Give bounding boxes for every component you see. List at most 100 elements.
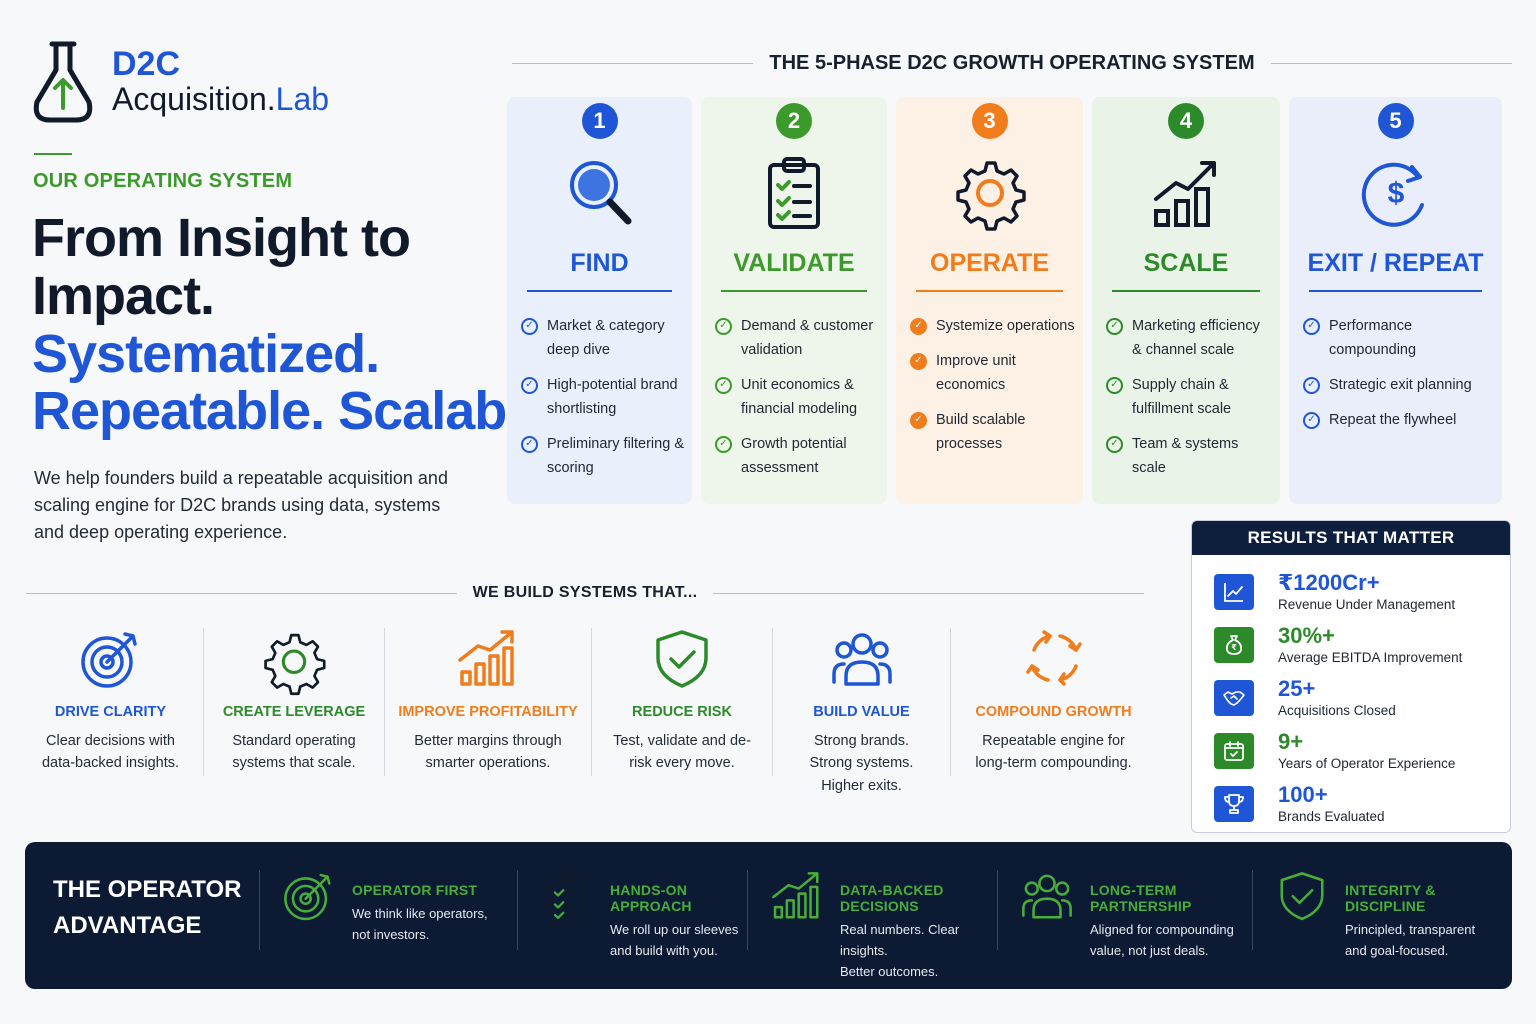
line-chart-icon [1214,573,1254,610]
check-circle-icon: ✓ [715,376,732,394]
check-circle-icon: ✓ [1106,376,1123,394]
advantage-title: THE OPERATOR ADVANTAGE [53,876,242,939]
phase-item: ✓ Preliminary filtering & scoring [521,433,684,481]
phase-item: ✓ Repeat the flywheel [1303,409,1494,433]
svg-text:$: $ [1387,177,1404,210]
advantage-item: INTEGRITY & DISCIPLINE Principled, trans… [1252,870,1507,958]
advantage-item-title: OPERATOR FIRST [352,882,478,898]
build-description: Better margins through smarter operation… [414,733,562,772]
phase-title: SCALE [1143,249,1229,277]
build-drive-clarity: DRIVE CLARITY Clear decisions with data-… [18,628,204,776]
operator-advantage-bar: THE OPERATOR ADVANTAGE OPERATOR FIRST We… [25,842,1512,989]
gear-icon [954,155,1026,231]
intro-paragraph: We help founders build a repeatable acqu… [34,468,448,542]
phases-row: 1 FIND ✓ Market & category deep dive ✓ High-p… [507,97,1502,504]
calendar-icon [1214,732,1254,769]
phase-title: OPERATE [930,249,1049,277]
check-circle-icon: ✓ [521,318,538,335]
dollar-cycle-icon: $ [1360,155,1432,231]
people-icon [830,628,894,688]
check-circle-icon: ✓ [1303,411,1320,429]
build-description: Test, validate and de-risk every move. [613,733,751,772]
flask-arrow-icon [33,41,93,123]
eyebrow-rule [34,153,72,155]
money-bag-icon: ₹ [1214,626,1254,663]
clipboard-check-icon [540,870,594,926]
check-circle-icon: ✓ [910,318,927,335]
target-icon [79,628,143,688]
result-item: ₹1200Cr+ Revenue Under Management [1192,565,1510,618]
check-circle-icon: ✓ [1106,435,1123,453]
result-label: Revenue Under Management [1278,596,1456,612]
phase-items: ✓ Market & category deep dive ✓ High-potent… [521,315,684,492]
svg-text:₹: ₹ [1231,643,1237,652]
check-circle-icon: ✓ [1303,318,1320,335]
build-description: Strong brands. Strong systems. Higher ex… [809,733,914,794]
check-circle-icon: ✓ [910,411,927,429]
check-circle-icon: ✓ [1303,376,1320,394]
shield-check-icon [650,628,714,688]
phase-number-badge: 5 [1377,103,1414,139]
phase-title-rule [1112,290,1260,292]
phases-section-title: THE 5-PHASE D2C GROWTH OPERATING SYSTEM [512,52,1513,75]
gear-icon [262,628,326,696]
phase-item: ✓ Strategic exit planning [1303,374,1494,398]
build-reduce-risk: REDUCE RISK Test, validate and de-risk e… [592,628,773,776]
eyebrow-label: OUR OPERATING SYSTEM [33,170,293,192]
phase-items: ✓ Performance compounding ✓ Strategic exit … [1303,315,1494,444]
build-title: DRIVE CLARITY [54,704,167,720]
result-value: 9+ [1278,729,1304,755]
result-item: ₹ 30%+ Average EBITDA Improvement [1192,618,1510,671]
people-icon [1020,870,1074,922]
cycle-arrows-icon [1022,628,1086,688]
phase-item: ✓ Growth potential assessment [715,433,879,481]
advantage-item-title: DATA-BACKED DECISIONS [840,882,944,914]
advantage-item: LONG-TERM PARTNERSHIP Aligned for compou… [997,870,1252,958]
phase-card-scale: 4 SCALE ✓ Marketing efficiency & channel sc… [1092,97,1280,504]
result-item: 25+ Acquisitions Closed [1192,671,1510,724]
phase-number-badge: 2 [776,103,812,139]
hero-headline: From Insight to Impact. Systematized. Re… [32,208,564,442]
handshake-icon [1214,679,1254,716]
phase-title-rule [721,290,867,292]
build-title: COMPOUND GROWTH [975,704,1132,720]
phase-item: ✓ Supply chain & fulfillment scale [1106,374,1272,422]
build-title: IMPROVE PROFITABILITY [398,704,578,720]
advantage-item-title: INTEGRITY & DISCIPLINE [1345,882,1436,914]
phase-card-validate: 2 VALIDATE ✓ Demand & customer validation ✓ U… [701,97,887,504]
target-icon [282,870,336,922]
phase-card-operate: 3 OPERATE ✓ Systemize operations ✓ Improve un… [896,97,1083,504]
phase-number-badge: 4 [1168,103,1204,139]
phase-item: ✓ Unit economics & financial modeling [715,374,879,422]
results-title: RESULTS THAT MATTER [1192,521,1510,555]
growth-chart-icon [1150,155,1222,231]
result-label: Brands Evaluated [1278,808,1385,824]
phase-title: FIND [570,249,629,277]
phase-item: ✓ High-potential brand shortlisting [521,374,684,422]
advantage-item: HANDS-ON APPROACH We roll up our sleeves… [517,870,747,958]
build-title: REDUCE RISK [632,704,732,720]
phase-card-find: 1 FIND ✓ Market & category deep dive ✓ High-p… [507,97,692,504]
phase-item: ✓ Marketing efficiency & channel scale [1106,315,1272,363]
bar-growth-icon [456,628,520,688]
build-title: BUILD VALUE [813,704,910,720]
advantage-item-title: LONG-TERM PARTNERSHIP [1090,882,1192,914]
phase-item: ✓ Demand & customer validation [715,315,879,363]
phase-card-exit-repeat: 5 $ EXIT / REPEAT ✓ Performance compounding ✓… [1289,97,1502,504]
phase-number-badge: 3 [971,103,1008,139]
phase-items: ✓ Marketing efficiency & channel scale ✓ Su… [1106,315,1272,492]
brand-name-line1: D2C [112,45,181,84]
advantage-item-desc: We roll up our sleeves and build with you… [610,922,739,958]
brand-name-line2: Acquisition.Lab [112,81,330,118]
result-value: ₹1200Cr+ [1278,570,1380,596]
check-circle-icon: ✓ [1106,318,1123,335]
check-circle-icon: ✓ [715,318,732,335]
build-title: CREATE LEVERAGE [222,704,366,720]
shield-check-icon [1275,870,1329,922]
result-label: Years of Operator Experience [1278,755,1456,771]
phase-title-rule [1309,290,1482,292]
advantage-items: OPERATOR FIRST We think like operators, n… [259,870,1507,979]
build-description: Clear decisions with data-backed insight… [41,733,180,772]
clipboard-check-icon [758,155,830,231]
builds-row: DRIVE CLARITY Clear decisions with data-… [18,628,1156,794]
